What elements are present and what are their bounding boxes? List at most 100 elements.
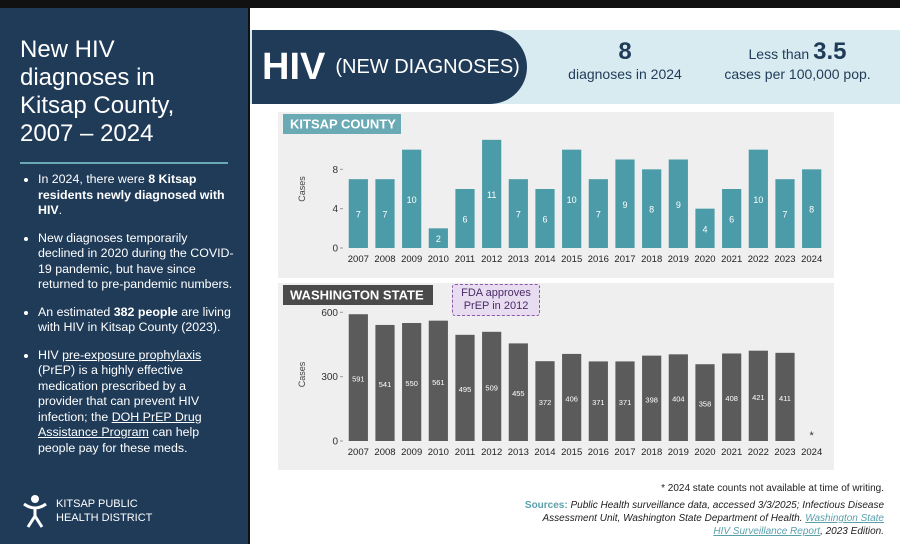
bar [802,169,822,248]
x-tick-label: 2014 [534,254,555,265]
data-label: 398 [645,395,658,404]
data-label: 550 [405,379,418,388]
header-pill: HIV (NEW DIAGNOSES) [252,30,527,104]
bar [455,189,475,248]
x-tick-label: 2010 [428,447,449,458]
data-label: 372 [539,398,552,407]
x-tick-label: 2011 [455,447,475,458]
bar [402,149,422,248]
y-axis-label: Cases [297,361,307,387]
y-tick-label: 0 [332,244,338,255]
bar [562,149,582,248]
data-label: 7 [516,210,521,220]
x-tick-label: 2015 [561,447,582,458]
data-label: 7 [356,210,361,220]
data-label: 495 [459,385,472,394]
x-tick-label: 2022 [748,447,769,458]
data-label: 8 [649,205,654,215]
report-link[interactable]: Washington State HIV Surveillance Report [713,513,884,537]
data-label: 591 [352,375,365,384]
chart-title-box [283,114,401,134]
bar [722,353,742,441]
data-label: 6 [462,215,467,225]
data-label: 9 [676,200,681,210]
x-tick-label: 2021 [721,254,742,265]
x-tick-label: 2018 [641,254,662,265]
bullet-text: New diagnoses temporarily declined in 20… [38,230,234,292]
bar [375,324,395,441]
bar [642,355,662,441]
x-tick-label: 2007 [348,254,369,265]
data-label: 7 [782,210,787,220]
plot-panel [278,112,834,278]
sidebar: New HIV diagnoses in Kitsap County, 2007… [0,8,248,544]
footer: * 2024 state counts not available at tim… [524,482,884,538]
data-label: 7 [382,210,387,220]
x-tick-label: 2018 [641,447,662,458]
bar [775,352,795,441]
sources-label: Sources: [524,500,568,511]
bar [535,189,555,248]
bar [455,334,475,441]
x-tick-label: 2014 [534,447,555,458]
data-label: 8 [809,205,814,215]
x-tick-label: 2012 [481,254,502,265]
x-tick-label: 2010 [428,254,449,265]
data-label: 371 [619,398,632,407]
annotation: FDA approves PrEP in 2012 [452,284,540,316]
data-label: 421 [752,393,765,402]
x-tick-label: 2017 [614,447,635,458]
bar [348,314,368,441]
bullet: New diagnoses temporarily declined in 20… [38,231,234,293]
x-tick-label: 2016 [588,447,609,458]
bar [642,169,662,248]
missing-mark: * [810,430,815,442]
stat-value: 8 [618,38,632,65]
data-label: 10 [407,195,417,205]
bullet: HIV pre-exposure prophylaxis (PrEP) is a… [38,348,234,457]
chart-title: KITSAP COUNTY [290,117,396,132]
bullet-text: . [58,203,63,217]
chart-title: WASHINGTON STATE [290,288,424,303]
x-tick-label: 2023 [774,447,795,458]
data-label: 406 [565,394,578,403]
data-label: 371 [592,398,605,407]
x-tick-label: 2024 [801,447,822,458]
y-tick-label: 0 [332,437,338,448]
data-label: 10 [753,195,763,205]
y-axis-label: Cases [297,176,307,202]
x-tick-label: 2007 [348,447,369,458]
data-label: 358 [699,400,712,409]
x-tick-label: 2023 [774,254,795,265]
data-label: 561 [432,378,445,387]
x-tick-label: 2024 [801,254,822,265]
bar [695,208,715,248]
stat-label: cases per 100,000 pop. [724,66,871,82]
bullet-text: are living with HIV in Kitsap County (20… [38,304,231,335]
data-label: 408 [725,394,738,403]
x-tick-label: 2013 [508,254,529,265]
x-tick-label: 2011 [455,254,475,265]
x-tick-label: 2019 [668,447,689,458]
stat-value: 3.5 [813,38,847,65]
chart-title-box [283,285,433,305]
x-tick-label: 2017 [614,254,635,265]
bullet-text: In 2024, there were [38,172,149,186]
data-label: 7 [596,210,601,220]
logo-text: KITSAP PUBLIC [56,498,138,510]
stat-label: diagnoses in 2024 [568,66,682,82]
data-label: 541 [379,380,392,389]
data-label: 9 [622,200,627,210]
bullet-text: HIV [38,347,63,362]
stat: 8 diagnoses in 2024 [550,38,700,82]
logo: KITSAP PUBLIC HEALTH DISTRICT [22,494,152,528]
data-label: 6 [542,215,547,225]
bullet-text: 382 people [113,304,178,319]
bullet-text: pre-exposure prophylaxis [62,347,202,362]
bullet-text: An estimated [38,304,114,319]
x-tick-label: 2008 [374,254,395,265]
data-label: 411 [779,394,791,403]
x-tick-label: 2008 [374,447,395,458]
bar [428,320,448,441]
x-tick-label: 2013 [508,447,529,458]
